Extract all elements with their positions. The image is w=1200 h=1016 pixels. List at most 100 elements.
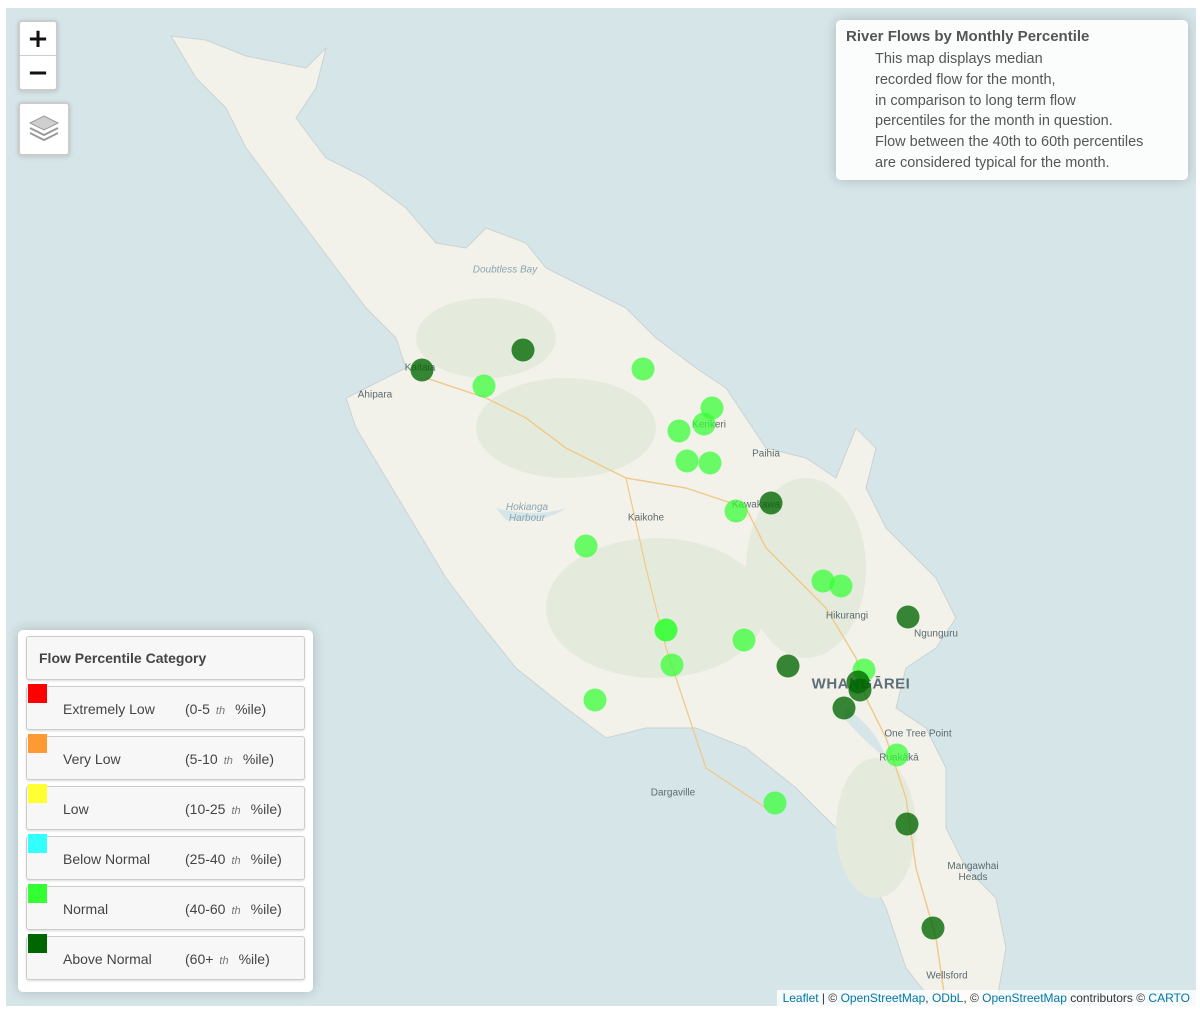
place-label: Hokianga Harbour <box>505 502 549 524</box>
legend-items: Extremely Low (0-5 th %ile) Very Low (5-10 th%… <box>26 684 305 980</box>
state-highway-12 <box>625 477 767 809</box>
whangarei-harbour-water <box>844 708 886 758</box>
legend-item: Below Normal (25-40 th %ile) <box>26 834 305 880</box>
legend-swatch <box>28 684 47 703</box>
legend-range-th: th <box>231 855 241 867</box>
place-label: Kawakawa <box>731 499 781 511</box>
station-marker-above-normal[interactable] <box>776 654 800 678</box>
legend-item-range: (0-5 th %ile) <box>185 701 266 717</box>
odbl-link[interactable]: ODbL <box>931 991 964 1005</box>
station-marker-normal[interactable] <box>660 653 684 677</box>
station-marker-above-normal[interactable] <box>848 678 872 702</box>
attribution-text: contributors © <box>1066 991 1149 1005</box>
legend-range-start: (10-25 <box>185 801 226 817</box>
station-marker-normal[interactable] <box>667 419 691 443</box>
legend-item-range: (40-60 th %ile) <box>185 901 282 917</box>
place-label: Mangawhai Heads <box>947 861 999 883</box>
legend-swatch <box>28 784 47 803</box>
info-line: recorded flow for the month, <box>875 71 1056 88</box>
legend-item-range: (60+ th %ile) <box>185 951 270 967</box>
legend-title: Flow Percentile Category <box>26 636 305 680</box>
legend-range-end: %ile) <box>235 701 267 717</box>
place-label: Ngunguru <box>914 628 958 640</box>
legend-item-name: Above Normal <box>63 951 152 967</box>
vegetation-patch <box>746 478 866 658</box>
station-marker-above-normal[interactable] <box>895 812 919 836</box>
station-marker-normal[interactable] <box>724 499 748 523</box>
station-marker-above-normal[interactable] <box>511 338 535 362</box>
vegetation-patch <box>836 758 916 898</box>
legend-item-name: Normal <box>63 901 109 917</box>
legend-range-th: th <box>215 705 226 717</box>
info-line: in comparison to long term flow <box>875 92 1076 109</box>
station-marker-normal[interactable] <box>692 412 716 436</box>
carto-link[interactable]: CARTO <box>1148 991 1190 1005</box>
layers-icon <box>28 115 60 142</box>
station-marker-normal[interactable] <box>698 451 722 475</box>
legend-range-end: %ile) <box>242 751 274 767</box>
station-marker-above-normal[interactable] <box>410 358 434 382</box>
legend-swatch <box>28 884 47 903</box>
osm-link[interactable]: OpenStreetMap <box>840 991 926 1005</box>
attribution-text: , © <box>963 991 983 1005</box>
vegetation-patch <box>476 378 656 478</box>
place-label: Paihia <box>752 448 780 460</box>
station-marker-normal[interactable] <box>732 628 756 652</box>
legend-range-start: (5-10 <box>185 751 218 767</box>
station-marker-above-normal[interactable] <box>759 491 783 515</box>
info-title: River Flows by Monthly Percentile <box>846 28 1090 45</box>
place-label: Wellsford <box>926 970 968 982</box>
station-marker-normal[interactable] <box>675 449 699 473</box>
station-marker-normal[interactable] <box>631 357 655 381</box>
layers-button[interactable] <box>18 102 70 156</box>
legend-item-name: Low <box>63 801 89 817</box>
station-marker-normal[interactable] <box>829 574 853 598</box>
leaflet-link[interactable]: Leaflet <box>782 991 819 1005</box>
station-marker-normal[interactable] <box>472 374 496 398</box>
legend-range-end: %ile) <box>238 951 270 967</box>
zoom-control: + − <box>18 20 58 91</box>
kaipara-inlet-water <box>602 768 646 858</box>
station-marker-above-normal[interactable] <box>921 916 945 940</box>
station-marker-above-normal[interactable] <box>896 605 920 629</box>
legend-swatch <box>28 834 47 853</box>
station-marker-normal[interactable] <box>885 743 909 767</box>
station-marker-normal[interactable] <box>811 569 835 593</box>
legend-item-range: (25-40 th %ile) <box>185 851 282 867</box>
info-line: This map displays median <box>875 51 1043 67</box>
legend-range-end: %ile) <box>250 901 282 917</box>
place-label: Ahipara <box>357 389 393 401</box>
map-container[interactable]: Doubtless BayKaitaiaAhiparaKerikeriPaihi… <box>6 8 1196 1006</box>
legend-item: Low (10-25 th %ile) <box>26 784 305 830</box>
legend-item: Very Low (5-10 th %ile) <box>26 734 305 780</box>
place-label: Hikurangi <box>825 610 869 622</box>
legend-range-start: (25-40 <box>185 851 226 867</box>
station-marker-normal[interactable] <box>763 791 787 815</box>
place-label: Doubtless Bay <box>472 264 538 276</box>
info-line: percentiles for the month in question. <box>875 113 1113 130</box>
zoom-in-button[interactable]: + <box>20 22 56 56</box>
place-label: One Tree Point <box>884 728 952 740</box>
station-marker-above-normal[interactable] <box>832 696 856 720</box>
legend-item: Extremely Low (0-5 th %ile) <box>26 684 305 730</box>
legend-range-start: (40-60 <box>185 901 226 917</box>
legend-range-end: %ile) <box>250 801 282 817</box>
place-label: Dargaville <box>650 787 696 799</box>
hokianga-harbour-water <box>496 508 566 521</box>
zoom-out-button[interactable]: − <box>27 57 49 88</box>
legend-range-th: th <box>219 955 229 967</box>
station-marker-normal[interactable] <box>654 618 678 642</box>
attribution-text: | © <box>818 991 841 1005</box>
legend-swatch <box>28 734 47 753</box>
legend-range-start: (60+ <box>185 951 214 967</box>
station-marker-normal[interactable] <box>574 534 598 558</box>
info-panel: River Flows by Monthly Percentile This m… <box>836 20 1188 180</box>
info-line: Flow between the 40th to 60th percentile… <box>875 134 1144 151</box>
vegetation-patch <box>416 298 556 378</box>
legend-item-range: (5-10 th %ile) <box>185 751 274 767</box>
legend-item-name: Below Normal <box>63 851 151 867</box>
osm-contributors-link[interactable]: OpenStreetMap <box>982 991 1067 1005</box>
legend-range-start: (0-5 <box>185 701 210 717</box>
legend-range-end: %ile) <box>250 851 282 867</box>
station-marker-normal[interactable] <box>583 688 607 712</box>
